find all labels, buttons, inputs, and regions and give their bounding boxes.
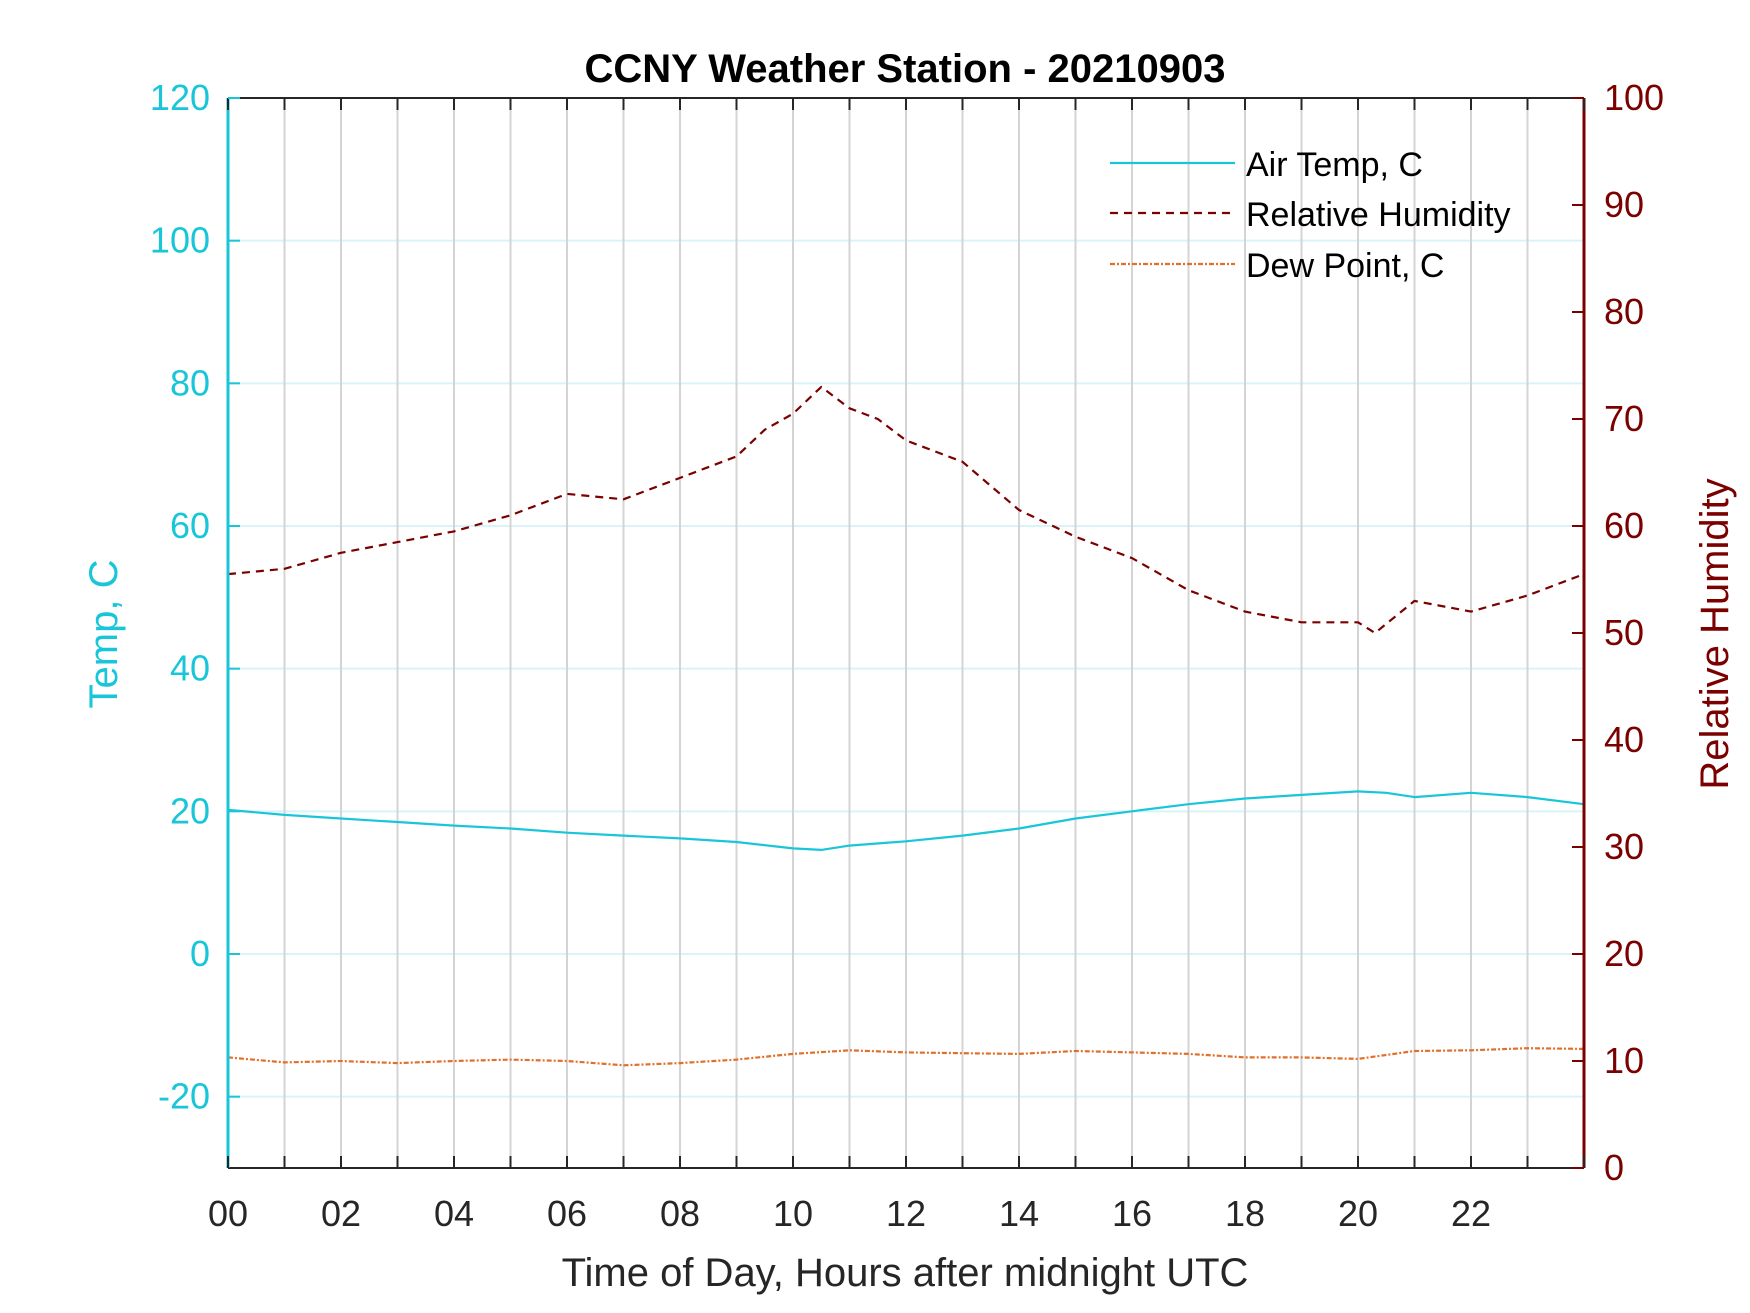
right-tick-label: 100 xyxy=(1604,77,1664,118)
series-line-relative-humidity xyxy=(227,385,1585,635)
x-tick-label: 18 xyxy=(1225,1193,1265,1234)
left-tick-label: 60 xyxy=(170,505,210,546)
right-tick-label: 60 xyxy=(1604,505,1644,546)
x-tick-label: 10 xyxy=(773,1193,813,1234)
x-tick-label: 14 xyxy=(999,1193,1039,1234)
right-tick-label: 90 xyxy=(1604,184,1644,225)
grid xyxy=(228,97,1584,1168)
right-tick-label: 70 xyxy=(1604,398,1644,439)
x-tick-label: 02 xyxy=(321,1193,361,1234)
right-y-axis-label: Relative Humidity xyxy=(1693,478,1737,789)
left-tick-label: 100 xyxy=(150,220,210,261)
right-tick-label: 0 xyxy=(1604,1147,1624,1188)
x-tick-label: 04 xyxy=(434,1193,474,1234)
x-tick-label: 22 xyxy=(1451,1193,1491,1234)
left-tick-label: 120 xyxy=(150,77,210,118)
left-y-axis-label: Temp, C xyxy=(82,560,126,709)
right-tick-label: 50 xyxy=(1604,612,1644,653)
series-line-dew-point-c xyxy=(227,1047,1585,1067)
left-tick-label: 80 xyxy=(170,362,210,403)
x-tick-label: 16 xyxy=(1112,1193,1152,1234)
x-tick-label: 12 xyxy=(886,1193,926,1234)
legend-label-air-temp: Air Temp, C xyxy=(1246,146,1423,184)
right-tick-label: 10 xyxy=(1604,1040,1644,1081)
left-tick-label: 20 xyxy=(170,790,210,831)
left-tick-label: 0 xyxy=(190,933,210,974)
x-tick-label: 06 xyxy=(547,1193,587,1234)
right-tick-label: 20 xyxy=(1604,933,1644,974)
right-tick-label: 80 xyxy=(1604,291,1644,332)
x-axis-label: Time of Day, Hours after midnight UTC xyxy=(562,1251,1249,1295)
x-tick-label: 20 xyxy=(1338,1193,1378,1234)
axes: 00 02 04 06 08 10 12 14 16 18 20 22-200204060801001… xyxy=(150,77,1664,1234)
right-tick-label: 30 xyxy=(1604,826,1644,867)
series-line-air-temp-c xyxy=(227,790,1585,852)
legend-label-relative-humidity: Relative Humidity xyxy=(1246,196,1511,234)
chart-title: CCNY Weather Station - 20210903 xyxy=(585,47,1226,91)
legend-label-dew-point: Dew Point, C xyxy=(1246,247,1444,285)
x-tick-label: 00 xyxy=(208,1193,248,1234)
left-tick-label: 40 xyxy=(170,648,210,689)
right-tick-label: 40 xyxy=(1604,719,1644,760)
x-tick-label: 08 xyxy=(660,1193,700,1234)
legend: Air Temp, C Relative Humidity Dew Point,… xyxy=(1110,146,1511,285)
plot-lines xyxy=(227,385,1585,1067)
left-tick-label: -20 xyxy=(158,1076,210,1117)
